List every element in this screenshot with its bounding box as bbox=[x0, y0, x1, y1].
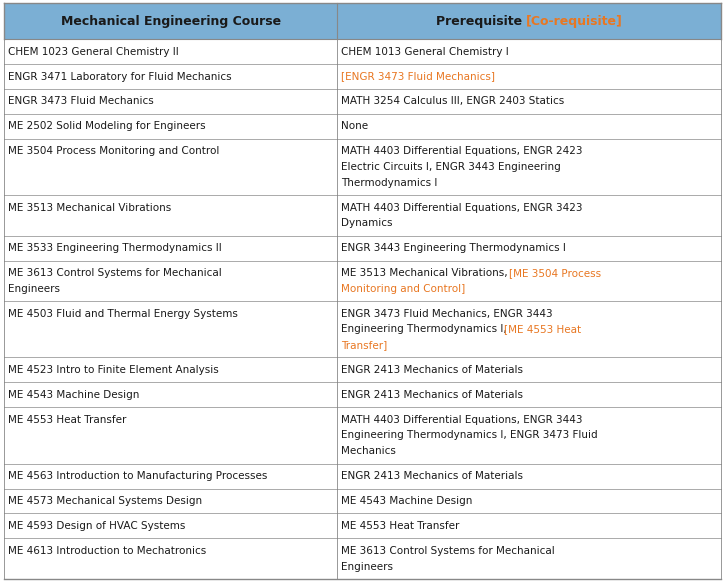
Text: Mechanical Engineering Course: Mechanical Engineering Course bbox=[61, 15, 281, 27]
Text: MATH 4403 Differential Equations, ENGR 3443: MATH 4403 Differential Equations, ENGR 3… bbox=[341, 415, 583, 425]
Text: [Co-requisite]: [Co-requisite] bbox=[526, 15, 623, 27]
Text: Monitoring and Control]: Monitoring and Control] bbox=[341, 284, 465, 294]
Text: MATH 4403 Differential Equations, ENGR 2423: MATH 4403 Differential Equations, ENGR 2… bbox=[341, 146, 583, 157]
Text: None: None bbox=[341, 122, 368, 132]
Text: ME 3504 Process Monitoring and Control: ME 3504 Process Monitoring and Control bbox=[8, 146, 220, 157]
Text: Engineering Thermodynamics I,: Engineering Thermodynamics I, bbox=[341, 324, 510, 335]
Bar bbox=[4, 382, 721, 407]
Text: ENGR 3443 Engineering Thermodynamics I: ENGR 3443 Engineering Thermodynamics I bbox=[341, 243, 566, 253]
Text: Electric Circuits I, ENGR 3443 Engineering: Electric Circuits I, ENGR 3443 Engineeri… bbox=[341, 162, 561, 172]
Text: ENGR 2413 Mechanics of Materials: ENGR 2413 Mechanics of Materials bbox=[341, 390, 523, 400]
Bar bbox=[4, 538, 721, 579]
Bar bbox=[4, 39, 721, 64]
Text: ME 3613 Control Systems for Mechanical: ME 3613 Control Systems for Mechanical bbox=[341, 546, 555, 556]
Bar bbox=[4, 236, 721, 261]
Text: ENGR 2413 Mechanics of Materials: ENGR 2413 Mechanics of Materials bbox=[341, 365, 523, 375]
Bar bbox=[4, 89, 721, 114]
Text: Engineers: Engineers bbox=[8, 284, 60, 294]
Bar bbox=[4, 195, 721, 236]
Text: ME 4543 Machine Design: ME 4543 Machine Design bbox=[341, 496, 473, 506]
Text: MATH 4403 Differential Equations, ENGR 3423: MATH 4403 Differential Equations, ENGR 3… bbox=[341, 203, 583, 212]
Text: Engineering Thermodynamics I, ENGR 3473 Fluid: Engineering Thermodynamics I, ENGR 3473 … bbox=[341, 431, 598, 441]
Text: ME 4593 Design of HVAC Systems: ME 4593 Design of HVAC Systems bbox=[8, 521, 186, 531]
Text: ME 4613 Introduction to Mechatronics: ME 4613 Introduction to Mechatronics bbox=[8, 546, 206, 556]
Text: MATH 3254 Calculus III, ENGR 2403 Statics: MATH 3254 Calculus III, ENGR 2403 Static… bbox=[341, 97, 565, 107]
Text: Prerequisite: Prerequisite bbox=[436, 15, 527, 27]
Bar bbox=[4, 3, 721, 39]
Text: [ME 3504 Process: [ME 3504 Process bbox=[510, 268, 602, 278]
Text: Thermodynamics I: Thermodynamics I bbox=[341, 178, 438, 187]
Text: ME 3513 Mechanical Vibrations,: ME 3513 Mechanical Vibrations, bbox=[341, 268, 511, 278]
Text: ENGR 2413 Mechanics of Materials: ENGR 2413 Mechanics of Materials bbox=[341, 471, 523, 481]
Text: CHEM 1023 General Chemistry II: CHEM 1023 General Chemistry II bbox=[8, 47, 179, 56]
Bar bbox=[4, 114, 721, 139]
Text: ME 3513 Mechanical Vibrations: ME 3513 Mechanical Vibrations bbox=[8, 203, 171, 212]
Text: ME 4523 Intro to Finite Element Analysis: ME 4523 Intro to Finite Element Analysis bbox=[8, 365, 219, 375]
Text: [ENGR 3473 Fluid Mechanics]: [ENGR 3473 Fluid Mechanics] bbox=[341, 72, 495, 81]
Text: Prerequisite [Co-requisite]: Prerequisite [Co-requisite] bbox=[436, 15, 623, 27]
Bar bbox=[4, 261, 721, 301]
Text: ME 4503 Fluid and Thermal Energy Systems: ME 4503 Fluid and Thermal Energy Systems bbox=[8, 308, 238, 319]
Text: ENGR 3473 Fluid Mechanics: ENGR 3473 Fluid Mechanics bbox=[8, 97, 154, 107]
Text: CHEM 1013 General Chemistry I: CHEM 1013 General Chemistry I bbox=[341, 47, 509, 56]
Text: Dynamics: Dynamics bbox=[341, 218, 393, 228]
Text: ME 2502 Solid Modeling for Engineers: ME 2502 Solid Modeling for Engineers bbox=[8, 122, 206, 132]
Text: [ME 4553 Heat: [ME 4553 Heat bbox=[504, 324, 581, 335]
Bar bbox=[4, 464, 721, 488]
Text: ME 4553 Heat Transfer: ME 4553 Heat Transfer bbox=[8, 415, 126, 425]
Text: ENGR 3473 Fluid Mechanics, ENGR 3443: ENGR 3473 Fluid Mechanics, ENGR 3443 bbox=[341, 308, 553, 319]
Text: ENGR 3471 Laboratory for Fluid Mechanics: ENGR 3471 Laboratory for Fluid Mechanics bbox=[8, 72, 231, 81]
Bar bbox=[4, 357, 721, 382]
Text: ME 4563 Introduction to Manufacturing Processes: ME 4563 Introduction to Manufacturing Pr… bbox=[8, 471, 268, 481]
Text: ME 4573 Mechanical Systems Design: ME 4573 Mechanical Systems Design bbox=[8, 496, 202, 506]
Bar bbox=[4, 488, 721, 513]
Bar bbox=[4, 407, 721, 464]
Bar bbox=[4, 513, 721, 538]
Text: Engineers: Engineers bbox=[341, 562, 394, 572]
Text: ME 4553 Heat Transfer: ME 4553 Heat Transfer bbox=[341, 521, 460, 531]
Text: Mechanics: Mechanics bbox=[341, 446, 397, 456]
Bar bbox=[4, 139, 721, 195]
Text: ME 3533 Engineering Thermodynamics II: ME 3533 Engineering Thermodynamics II bbox=[8, 243, 222, 253]
Text: Transfer]: Transfer] bbox=[341, 340, 388, 350]
Bar bbox=[4, 64, 721, 89]
Text: ME 3613 Control Systems for Mechanical: ME 3613 Control Systems for Mechanical bbox=[8, 268, 222, 278]
Bar bbox=[4, 301, 721, 357]
Text: ME 4543 Machine Design: ME 4543 Machine Design bbox=[8, 390, 139, 400]
